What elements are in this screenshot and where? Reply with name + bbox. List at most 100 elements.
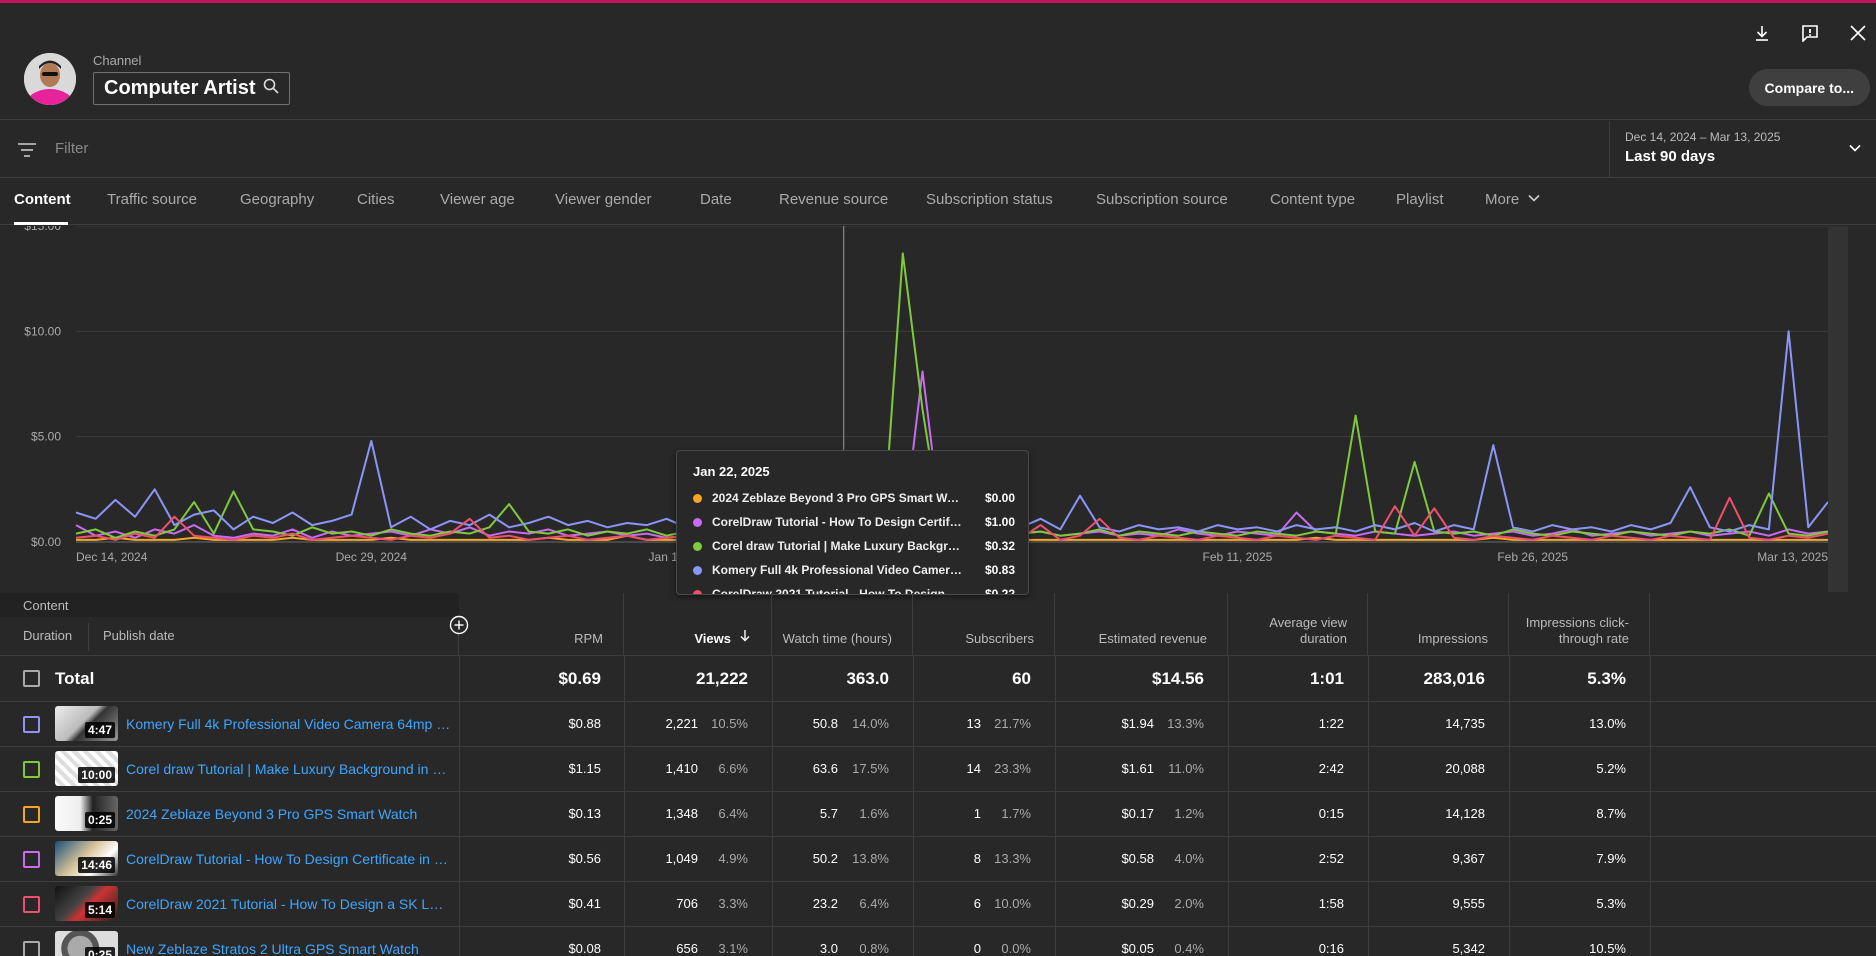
cell-rpm: $0.41 — [568, 896, 601, 911]
tab-geography[interactable]: Geography — [240, 191, 315, 208]
column-divider — [1368, 655, 1369, 956]
avatar[interactable] — [24, 53, 76, 105]
row-divider — [0, 881, 1876, 882]
row-checkbox[interactable] — [23, 896, 40, 913]
subscribers-header[interactable]: Subscribers — [913, 593, 1055, 655]
tab-revenue-source[interactable]: Revenue source — [779, 191, 889, 208]
row-checkbox[interactable] — [23, 806, 40, 823]
video-thumbnail[interactable]: 0:25 — [55, 931, 118, 956]
video-title-link[interactable]: Komery Full 4k Professional Video Camera… — [126, 716, 451, 732]
tooltip-row: Komery Full 4k Professional Video Camera… — [693, 561, 1015, 579]
date-range-label: Last 90 days — [1625, 148, 1716, 165]
row-checkbox[interactable] — [23, 941, 40, 956]
header-divider — [88, 623, 89, 651]
tab-traffic-source[interactable]: Traffic source — [107, 191, 198, 208]
tab-date[interactable]: Date — [700, 191, 732, 208]
cell-revenue-pct: 2.0% — [1174, 896, 1204, 911]
video-thumbnail[interactable]: 4:47 — [55, 706, 118, 741]
video-thumbnail[interactable]: 14:46 — [55, 841, 118, 876]
download-icon[interactable] — [1749, 20, 1775, 46]
cell-revenue: $1.61 — [1121, 761, 1154, 776]
select-all-checkbox[interactable] — [23, 670, 40, 687]
cell-subscribers-pct: 23.3% — [994, 761, 1031, 776]
avg-view-duration-header[interactable]: Average view duration — [1228, 593, 1368, 655]
cell-subscribers-pct: 1.7% — [1001, 806, 1031, 821]
row-divider — [0, 836, 1876, 837]
row-checkbox[interactable] — [23, 716, 40, 733]
estimated-revenue-header[interactable]: Estimated revenue — [1055, 593, 1228, 655]
tab-viewer-age[interactable]: Viewer age — [440, 191, 515, 208]
tab-subscription-source[interactable]: Subscription source — [1096, 191, 1228, 208]
tab-more[interactable]: More — [1485, 191, 1541, 209]
cell-revenue-pct: 1.2% — [1174, 806, 1204, 821]
video-title-link[interactable]: 2024 Zeblaze Beyond 3 Pro GPS Smart Watc… — [126, 806, 418, 822]
watch-time-header[interactable]: Watch time (hours) — [772, 593, 913, 655]
row-checkbox[interactable] — [23, 851, 40, 868]
y-tick-label: $10.00 — [24, 324, 61, 338]
cell-impressions: 20,088 — [1445, 761, 1485, 776]
filter-input[interactable]: Filter — [55, 140, 89, 157]
content-column-header: Content — [0, 593, 459, 617]
series-dot-icon — [693, 493, 702, 503]
chevron-down-icon — [1848, 141, 1862, 160]
cell-views-pct: 6.4% — [718, 806, 748, 821]
filter-icon[interactable] — [16, 139, 38, 161]
chevron-down-icon — [1527, 191, 1541, 209]
cell-ctr: 13.0% — [1589, 716, 1626, 731]
video-title-link[interactable]: Corel draw Tutorial | Make Luxury Backgr… — [126, 761, 451, 777]
video-title-link[interactable]: CorelDraw 2021 Tutorial - How To Design … — [126, 896, 451, 912]
rpm-header[interactable]: RPM — [459, 593, 624, 655]
video-thumbnail[interactable]: 0:25 — [55, 796, 118, 831]
cell-subscribers: 13 — [966, 716, 981, 731]
tab-playlist[interactable]: Playlist — [1396, 191, 1444, 208]
row-checkbox[interactable] — [23, 761, 40, 778]
close-icon[interactable] — [1845, 20, 1871, 46]
cell-watch-time: 23.2 — [812, 896, 838, 911]
chart-tooltip: Jan 22, 2025 2024 Zeblaze Beyond 3 Pro G… — [676, 450, 1029, 595]
total-avg-view-duration: 1:01 — [1309, 669, 1344, 688]
cell-watch-time: 50.2 — [812, 851, 838, 866]
x-tick-label: Feb 11, 2025 — [1203, 550, 1273, 564]
feedback-icon[interactable] — [1797, 20, 1823, 46]
column-divider — [772, 655, 773, 956]
views-header[interactable]: Views — [624, 593, 772, 655]
duration-header[interactable]: Duration — [23, 628, 73, 643]
column-divider — [1650, 655, 1651, 956]
cell-views: 706 — [676, 896, 698, 911]
channel-name: Computer Artist — [104, 77, 256, 99]
channel-selector[interactable]: Computer Artist — [93, 72, 291, 105]
video-title-link[interactable]: New Zeblaze Stratos 2 Ultra GPS Smart Wa… — [126, 941, 419, 956]
cell-views: 656 — [676, 941, 698, 956]
content-table: Content Duration Publish date RPM Views … — [0, 593, 1876, 956]
total-watch-time: 363.0 — [846, 669, 889, 688]
cell-watch-time-pct: 0.8% — [859, 941, 889, 956]
y-tick-label: $15.00 — [24, 226, 61, 233]
active-tab-indicator — [14, 222, 68, 225]
column-divider — [1228, 655, 1229, 956]
tooltip-series-value: $0.83 — [984, 563, 1015, 577]
tab-content-type[interactable]: Content type — [1270, 191, 1356, 208]
publish-date-header[interactable]: Publish date — [103, 628, 175, 643]
video-thumbnail[interactable]: 5:14 — [55, 886, 118, 921]
tab-subscription-status[interactable]: Subscription status — [926, 191, 1053, 208]
cell-rpm: $0.08 — [568, 941, 601, 956]
date-range-dates: Dec 14, 2024 – Mar 13, 2025 — [1625, 130, 1781, 144]
compare-button[interactable]: Compare to... — [1748, 69, 1870, 106]
cell-views: 1,049 — [665, 851, 698, 866]
ctr-header[interactable]: Impressions click-through rate — [1509, 593, 1650, 655]
impressions-header[interactable]: Impressions — [1368, 593, 1509, 655]
add-column-icon[interactable] — [449, 615, 469, 635]
chart-scrollbar[interactable] — [1828, 226, 1848, 592]
tab-content[interactable]: Content — [14, 191, 71, 208]
tooltip-series-value: $0.00 — [984, 491, 1015, 505]
video-thumbnail[interactable]: 10:00 — [55, 751, 118, 786]
total-views: 21,222 — [696, 669, 748, 688]
cell-watch-time: 5.7 — [819, 806, 838, 821]
video-title-link[interactable]: CorelDraw Tutorial - How To Design Certi… — [126, 851, 451, 867]
cell-ctr: 8.7% — [1596, 806, 1626, 821]
date-range-picker[interactable]: Dec 14, 2024 – Mar 13, 2025 Last 90 days — [1609, 121, 1876, 178]
tab-viewer-gender[interactable]: Viewer gender — [555, 191, 652, 208]
search-icon — [263, 78, 280, 99]
row-divider — [0, 926, 1876, 927]
tab-cities[interactable]: Cities — [357, 191, 395, 208]
